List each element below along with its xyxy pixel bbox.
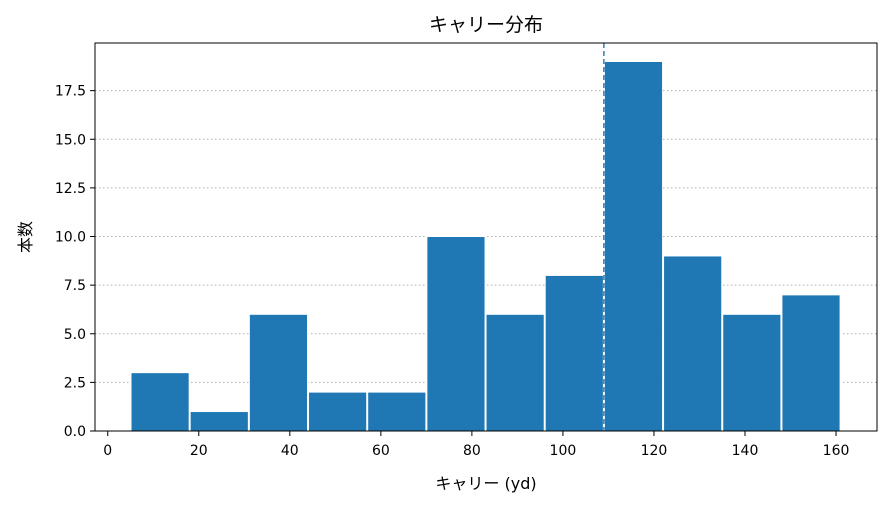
y-tick-label-5: 12.5 [55,181,86,197]
chart-title: キャリー分布 [429,14,543,36]
y-tick-label-3: 7.5 [64,278,86,294]
x-axis-label: キャリー (yd) [435,474,536,493]
y-axis-label: 本数 [16,221,35,253]
x-tick-label-6: 120 [641,443,668,459]
bars [130,60,841,432]
bar-11 [781,294,841,432]
y-axis-ticks: 0.0 2.5 5.0 7.5 10.0 12.5 15.0 17.5 [55,84,95,440]
y-tick-label-7: 17.5 [55,84,86,100]
x-tick-label-8: 160 [823,443,850,459]
bar-5 [426,236,486,432]
x-tick-label-4: 80 [463,443,481,459]
bar-7 [544,274,604,432]
bar-10 [722,313,782,432]
bar-8 [603,60,664,432]
bar-2 [248,313,309,432]
x-tick-label-7: 140 [732,443,759,459]
x-tick-label-1: 20 [190,443,208,459]
y-tick-label-1: 2.5 [64,375,86,391]
bar-6 [485,313,545,432]
x-tick-label-5: 100 [550,443,577,459]
bar-9 [663,255,723,432]
x-tick-label-2: 40 [281,443,299,459]
x-tick-label-0: 0 [103,443,112,459]
bar-1 [189,411,249,432]
x-tick-label-3: 60 [372,443,390,459]
bar-4 [367,391,427,432]
bar-0 [130,372,190,432]
y-tick-label-6: 15.0 [55,132,86,148]
y-tick-label-4: 10.0 [55,230,86,246]
y-tick-label-0: 0.0 [64,424,86,440]
bar-3 [308,391,368,432]
y-tick-label-2: 5.0 [64,327,86,343]
x-axis-ticks: 0 20 40 60 80 100 120 140 160 [103,431,849,459]
